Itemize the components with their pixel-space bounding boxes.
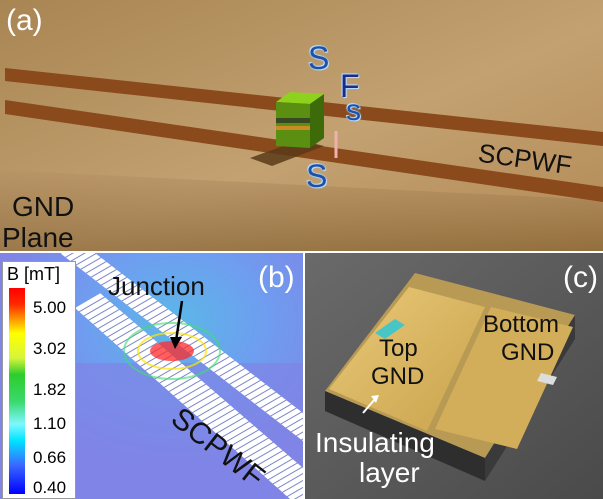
top-gnd-label-1: Top — [379, 335, 418, 362]
bottom-gnd-plate — [435, 307, 573, 449]
bottom-gnd-label-1: Bottom — [483, 311, 560, 338]
layer-label-s-thin: s — [346, 94, 361, 127]
gnd-plane-shading — [0, 170, 603, 251]
layer-label-f: F — [340, 68, 360, 104]
top-gnd-plate — [329, 287, 485, 431]
junction-label: Junction — [108, 271, 205, 301]
bottom-gnd-label-2: GND — [501, 339, 555, 366]
contact-pad — [537, 373, 557, 385]
layer-label-s-bottom: S — [306, 158, 328, 194]
panel-a-ground-plane-render: (a) S F s S SCPWF GND Plane — [0, 0, 603, 251]
panel-b-field-map: (b) Junction SCPWF B [mT] 5.00 3.02 1.82… — [0, 253, 303, 499]
legend-title: B [mT] — [7, 264, 60, 284]
panel-c-letter: (c) — [563, 261, 598, 294]
insulating-label-2: layer — [359, 457, 420, 488]
insulating-arrow — [362, 398, 376, 414]
panel-a-scene — [0, 0, 603, 251]
chip-side-left — [325, 391, 485, 481]
insulator-edge — [375, 319, 405, 339]
plane-label: Plane — [2, 222, 74, 252]
legend-tick: 5.00 — [33, 298, 67, 317]
legend-tick: 3.02 — [33, 339, 67, 358]
panel-b-letter: (b) — [258, 261, 295, 294]
legend-tick: 1.82 — [33, 380, 67, 399]
junction-stack-cube — [276, 92, 324, 148]
legend-tick: 1.10 — [33, 414, 67, 433]
legend-tick: 0.40 — [33, 478, 67, 497]
panel-c-scene — [305, 253, 603, 499]
colorbar-legend: B [mT] 5.00 3.02 1.82 1.10 0.66 0.40 — [2, 261, 76, 499]
legend-tick: 0.66 — [33, 448, 67, 467]
panel-c-chip-render: (c) Top GND Bottom GND Insulating layer — [305, 253, 603, 499]
scpwf-strip-bottom-b — [75, 293, 303, 499]
top-gnd-label-2: GND — [371, 363, 425, 390]
colorbar — [9, 288, 25, 494]
panel-a-letter: (a) — [6, 4, 43, 37]
junction-arrow — [174, 300, 184, 342]
gnd-label: GND — [12, 191, 75, 222]
junction-hotspot — [150, 341, 194, 361]
insulating-label-1: Insulating — [315, 427, 435, 458]
layer-label-s-top: S — [308, 40, 330, 76]
